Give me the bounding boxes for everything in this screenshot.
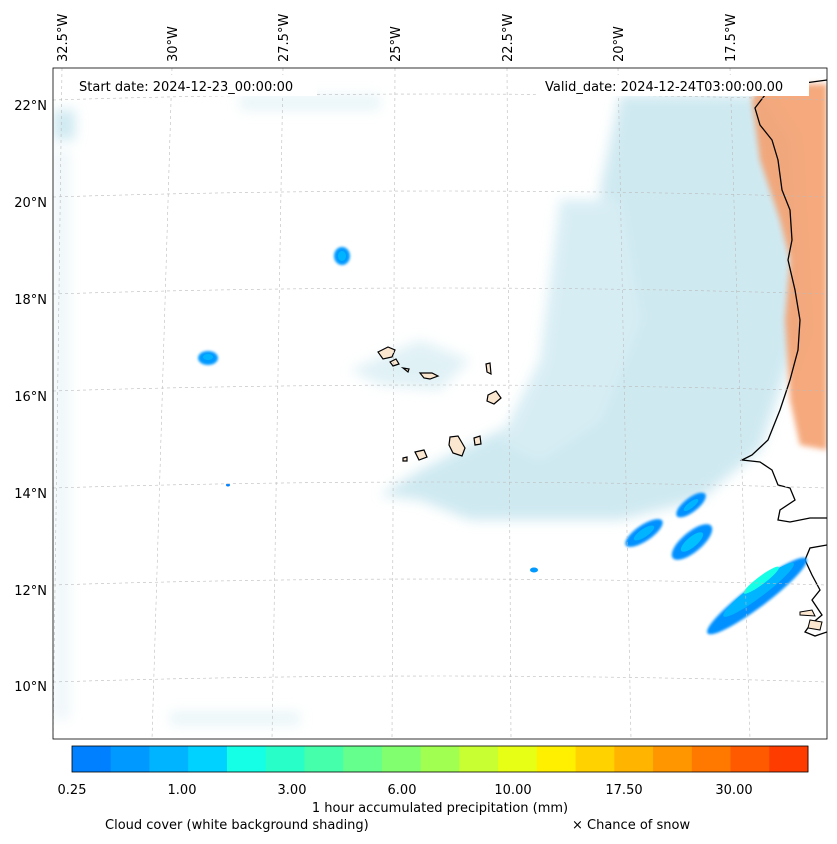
colorbar-swatch (149, 746, 189, 772)
snow-chance-note: × Chance of snow (572, 818, 691, 833)
lon-tick-label: 17.5°W (724, 14, 739, 62)
colorbar-swatch (304, 746, 344, 772)
colorbar-swatch (769, 746, 809, 772)
lat-tick-label: 12°N (14, 584, 47, 599)
lat-tick-label: 10°N (14, 680, 47, 695)
cloud-cover-note: Cloud cover (white background shading) (105, 818, 369, 833)
colorbar-swatch (110, 746, 150, 772)
lat-tick-label: 16°N (14, 390, 47, 405)
colorbar-tick-label: 10.00 (494, 783, 531, 798)
lon-tick-label: 20°W (612, 26, 627, 62)
colorbar-swatch (691, 746, 732, 772)
cape-verde-islands (377, 346, 502, 462)
valid-date-box (538, 75, 809, 96)
lat-tick-label: 20°N (14, 196, 47, 211)
cloud-cover-shading (53, 95, 800, 725)
colorbar-tick-label: 30.00 (715, 783, 752, 798)
colorbar-swatch (381, 746, 422, 772)
colorbar-tick-label: 17.50 (605, 783, 642, 798)
colorbar-tick-label: 1.00 (168, 783, 197, 798)
colorbar-tick-label: 6.00 (388, 783, 417, 798)
colorbar-swatch (459, 746, 499, 772)
lat-tick-label: 22°N (14, 99, 47, 114)
colorbar-swatch (536, 746, 577, 772)
gridlines (53, 68, 827, 739)
map-frame (52, 67, 828, 740)
lon-tick-label: 25°W (389, 26, 404, 62)
start-date-box (72, 75, 317, 96)
colorbar-tick-label: 0.25 (58, 783, 87, 798)
colorbar-swatch (498, 746, 538, 772)
start-date-label: Start date: 2024-12-23_00:00:00 (79, 80, 293, 95)
african-coastline (739, 79, 827, 523)
colorbar-swatch (226, 746, 267, 772)
colorbar-swatch (730, 746, 770, 772)
lon-tick-label: 27.5°W (277, 14, 292, 62)
colorbar-swatch (575, 746, 615, 772)
colorbar-swatch (265, 746, 305, 772)
colorbar-swatch (653, 746, 693, 772)
lon-tick-label: 32.5°W (56, 14, 71, 62)
colorbar-swatch (72, 746, 112, 772)
colorbar-border (71, 745, 809, 773)
colorbar-swatch (614, 746, 654, 772)
coast-detail-senegal (803, 544, 827, 637)
island-bissagos (799, 609, 823, 631)
lon-tick-label: 22.5°W (501, 14, 516, 62)
lat-tick-label: 18°N (14, 293, 47, 308)
colorbar-swatch (420, 746, 460, 772)
lat-tick-label: 14°N (14, 487, 47, 502)
colorbar-swatch (188, 746, 228, 772)
colorbar-tick-label: 3.00 (278, 783, 307, 798)
colorbar-title: 1 hour accumulated precipitation (mm) (311, 801, 569, 816)
valid-date-label: Valid_date: 2024-12-24T03:00:00.00 (545, 80, 783, 95)
lon-tick-label: 30°W (166, 26, 181, 62)
colorbar-swatch (343, 746, 383, 772)
precipitation-colorbar (72, 746, 809, 772)
precipitation-areas (198, 247, 807, 635)
